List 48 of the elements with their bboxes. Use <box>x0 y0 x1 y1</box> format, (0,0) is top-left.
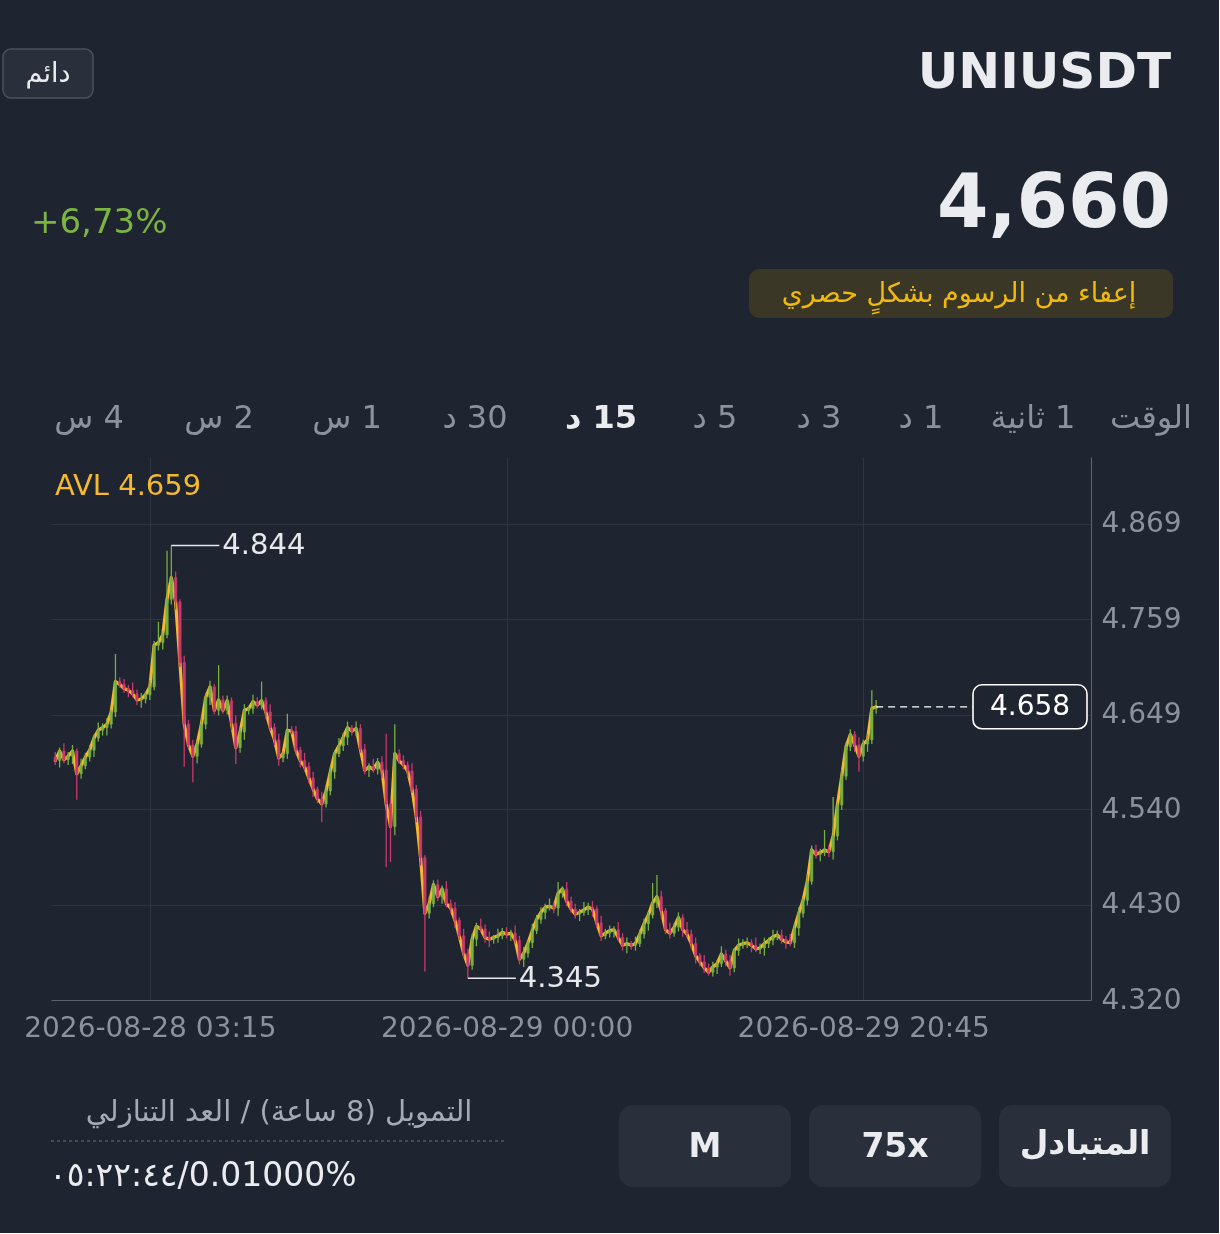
candlestick <box>681 913 685 938</box>
text: 75x <box>861 1126 929 1165</box>
annotation: 4.345 <box>518 960 602 995</box>
y-tick-label: 4.320 <box>1101 982 1182 1016</box>
text: 30 د <box>442 398 508 436</box>
candlestick <box>212 683 216 716</box>
candlestick <box>384 733 388 868</box>
x-tick-label: 2026-08-28 03:15 <box>24 1010 277 1044</box>
candlestick <box>612 925 616 939</box>
candlestick <box>393 723 397 836</box>
text: 3 د <box>796 398 842 436</box>
candlestick <box>702 954 706 974</box>
candlestick <box>861 739 865 763</box>
candlestick <box>75 747 79 801</box>
text: 4 س <box>54 398 124 436</box>
text: ٠٥:٢٢:٤٤/0.01000% <box>49 1155 357 1194</box>
candlestick <box>870 689 874 745</box>
text: 15 د <box>564 398 638 436</box>
text: 5 د <box>692 398 738 436</box>
y-tick-label: 4.649 <box>1101 697 1182 731</box>
candlestick <box>225 694 229 716</box>
text: M <box>688 1126 722 1165</box>
text: الوقت <box>1110 398 1192 436</box>
text: 1 س <box>312 398 382 436</box>
y-tick-label: 4.759 <box>1101 601 1182 635</box>
y-tick-label: 4.540 <box>1101 791 1182 825</box>
candlestick <box>732 947 736 973</box>
text: التمويل (8 ساعة) / العد التنازلي <box>85 1094 473 1129</box>
text: 1 د <box>898 398 944 436</box>
x-tick-label: 2026-08-29 00:00 <box>380 1010 634 1044</box>
text: دائم <box>25 57 71 89</box>
candlestick <box>436 878 440 902</box>
candlestick <box>758 942 762 955</box>
chart-title: UNIUSDT <box>917 42 1171 100</box>
x-tick-label: 2026-08-29 20:45 <box>737 1010 990 1044</box>
text: +6,73% <box>31 201 168 241</box>
text: المتبادل <box>1019 1123 1151 1162</box>
text: 1 ثانية <box>990 398 1076 436</box>
y-tick-label: 4.430 <box>1101 887 1182 921</box>
ref-line-label: 4.658 <box>989 688 1071 722</box>
text: 2 س <box>184 398 254 436</box>
text: إعفاء من الرسوم بشكلٍ حصري <box>781 277 1137 315</box>
annotation: 4.844 <box>222 527 306 562</box>
text: AVL 4.659 <box>55 468 202 502</box>
text: 4,660 <box>936 158 1171 244</box>
candlestick <box>616 921 620 942</box>
candlestick <box>320 791 324 823</box>
y-tick-label: 4.869 <box>1101 506 1182 540</box>
